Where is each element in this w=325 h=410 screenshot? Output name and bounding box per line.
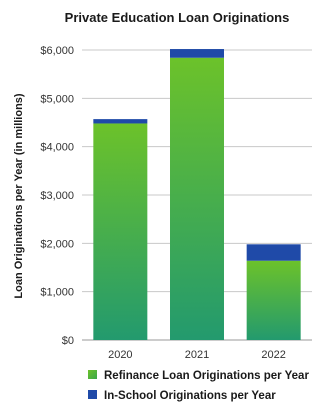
y-tick-label: $3,000 (40, 190, 74, 202)
chart-title: Private Education Loan Originations (65, 10, 290, 25)
legend-swatch-in-school (88, 390, 97, 399)
bar-refinance-2021 (170, 57, 224, 340)
y-tick-label: $1,000 (40, 287, 74, 299)
y-tick-label: $2,000 (40, 238, 74, 250)
y-tick-label: $6,000 (40, 45, 74, 57)
y-tick-label: $5,000 (40, 93, 74, 105)
y-tick-label: $0 (62, 335, 74, 347)
x-tick-label: 2020 (108, 349, 132, 361)
legend-label-refinance: Refinance Loan Originations per Year (104, 370, 309, 382)
y-tick-label: $4,000 (40, 142, 74, 154)
y-tick-labels: $0 $1,000 $2,000 $3,000 $4,000 $5,000 $6,000 (40, 45, 74, 347)
legend-label-in-school: In-School Originations per Year (104, 390, 276, 402)
y-axis-label: Loan Originations per Year (in millions) (13, 93, 25, 299)
bar-refinance-2020 (93, 123, 148, 340)
x-tick-label: 2021 (185, 349, 209, 361)
bar-in-school-2020 (93, 119, 148, 124)
bar-in-school-2022 (246, 244, 301, 261)
bars (93, 49, 301, 340)
x-tick-labels: 2020 2021 2022 (108, 349, 286, 361)
bar-in-school-2021 (170, 49, 224, 58)
x-tick-label: 2022 (261, 349, 285, 361)
legend: Refinance Loan Originations per Year In-S… (88, 370, 309, 402)
legend-swatch-refinance (88, 370, 97, 379)
bar-refinance-2022 (246, 260, 301, 340)
